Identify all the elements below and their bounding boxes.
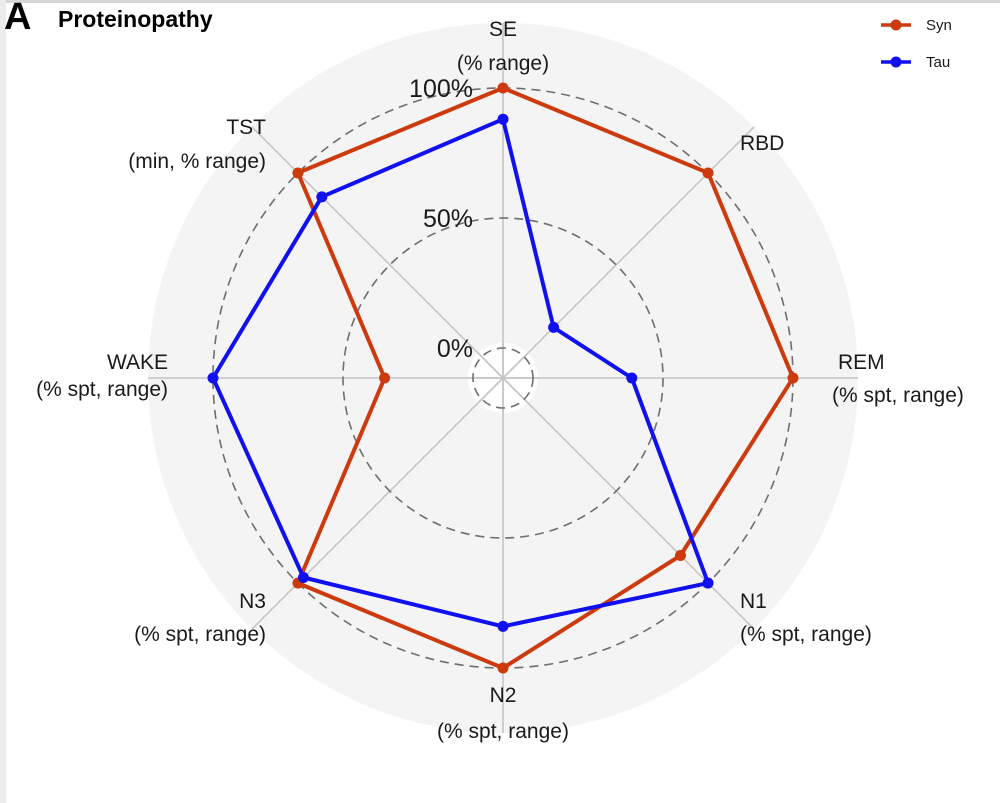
grid-circle [472,347,534,409]
grid-level-label: 0% [437,335,473,363]
axis-unit-tst: (min, % range) [128,150,266,173]
axis-label-se: SE [489,18,517,41]
legend-label-syn: Syn [926,17,952,34]
axis-label-wake: WAKE [107,351,168,374]
data-point-tau [548,321,560,333]
axis-label-n1: N1 [740,590,767,613]
grid-level-label: 50% [423,205,473,233]
panel-title: Proteinopathy [58,6,213,32]
data-point-tau [702,577,714,589]
data-point-syn [292,167,304,179]
legend-label-tau: Tau [926,54,950,71]
axis-label-tst: TST [226,116,266,139]
axis-label-rem: REM [838,351,885,374]
data-point-tau [207,372,219,384]
left-border [0,0,6,803]
axis-unit-rem: (% spt, range) [832,384,964,407]
data-point-syn [497,662,509,674]
panel-letter: A [4,0,32,38]
legend: Syn Tau [881,17,952,71]
data-point-syn [787,372,799,384]
axis-unit-n1: (% spt, range) [740,623,872,646]
axis-label-n2: N2 [490,684,517,707]
legend-marker-syn [890,19,902,31]
axis-label-n3: N3 [239,590,266,613]
data-point-syn [379,372,391,384]
data-point-tau [497,113,509,125]
axis-unit-n3: (% spt, range) [134,623,266,646]
data-point-tau [497,620,509,632]
legend-marker-tau [890,56,902,68]
axis-unit-wake: (% spt, range) [36,378,168,401]
data-point-syn [497,82,509,94]
data-point-tau [316,191,328,203]
data-point-tau [297,572,309,584]
axis-unit-n2: (% spt, range) [437,720,569,743]
data-point-tau [626,372,638,384]
grid-circle [342,217,664,539]
axis-label-rbd: RBD [740,132,784,155]
top-border [0,0,1000,3]
grid-level-label: 100% [409,75,473,103]
axis-unit-se: (% range) [457,52,549,75]
data-point-syn [674,549,686,561]
data-point-syn [702,167,714,179]
